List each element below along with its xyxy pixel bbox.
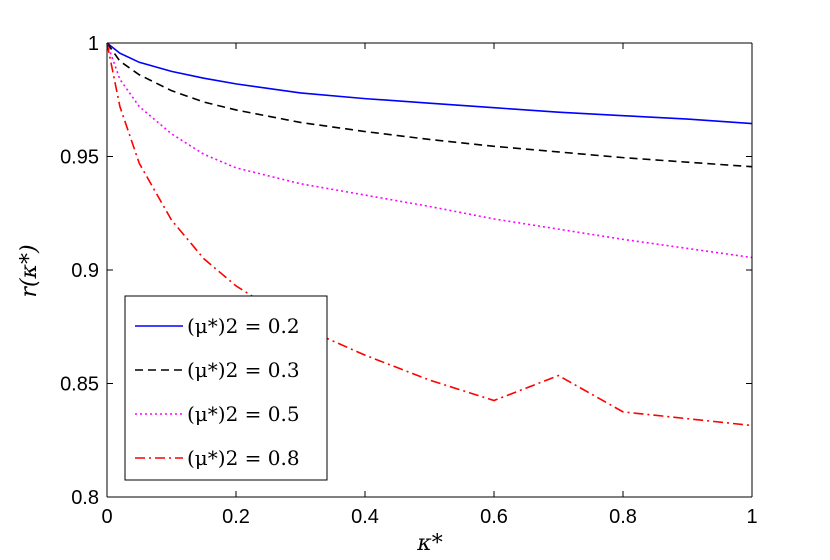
x-tick-label: 0.8 — [609, 506, 637, 528]
x-axis-label: κ* — [416, 531, 442, 556]
legend: (μ*)2 = 0.2 (μ*)2 = 0.3 (μ*)2 = 0.5 (μ*)2 =… — [124, 295, 328, 481]
x-tick-label: 0 — [101, 506, 112, 528]
plot-lines — [106, 42, 753, 427]
x-tick-label: 0.6 — [480, 506, 508, 528]
x-tick-label: 0.4 — [351, 506, 379, 528]
legend-label-4: (μ*)2 = 0.8 — [187, 446, 300, 470]
y-tick-label: 0.8 — [71, 487, 99, 509]
y-tick-label: 0.95 — [60, 147, 99, 169]
legend-label-3: (μ*)2 = 0.5 — [187, 402, 300, 426]
legend-label-1: (μ*)2 = 0.2 — [187, 314, 300, 338]
ticks: 0 0.2 0.4 0.6 0.8 1 0.8 0.85 0.9 0.95 1 — [60, 33, 758, 528]
series-line-4 — [106, 42, 753, 427]
y-tick-label: 0.85 — [60, 374, 99, 396]
series-line-2 — [106, 42, 753, 168]
series-line-1 — [106, 42, 753, 125]
series-line-3 — [106, 42, 753, 259]
x-tick-label: 0.2 — [222, 506, 250, 528]
legend-label-2: (μ*)2 = 0.3 — [187, 358, 300, 382]
y-tick-label: 1 — [88, 33, 99, 55]
x-tick-label: 1 — [746, 506, 757, 528]
y-axis-label: r(κ*) — [17, 244, 42, 297]
y-tick-label: 0.9 — [71, 260, 99, 282]
